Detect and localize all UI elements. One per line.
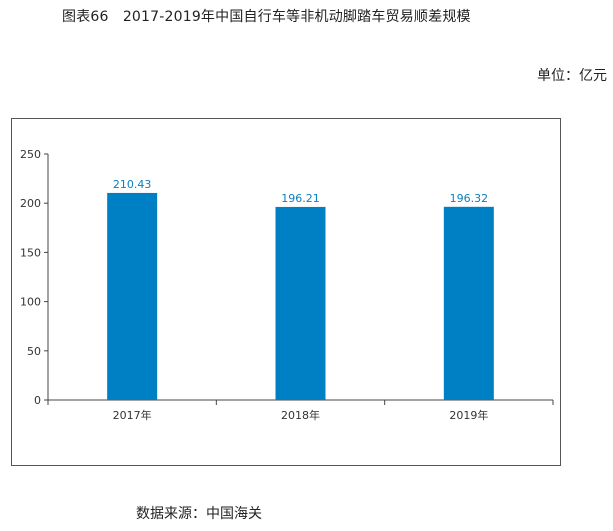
x-tick-label: 2018年 [281,408,320,422]
y-tick-label: 200 [20,197,41,210]
bar-chart: 0 50 100 150 200 250 210.43 2017年 196.21 2018年 196… [20,148,554,422]
data-label: 196.21 [281,192,320,205]
bar [443,206,494,400]
x-tick-label: 2019年 [449,408,488,422]
y-tick-label: 100 [20,296,41,309]
y-tick-label: 250 [20,148,41,161]
bar [107,192,158,400]
y-tick-label: 0 [34,394,41,407]
x-tick-label: 2017年 [113,408,152,422]
y-tick-label: 150 [20,246,41,259]
bar [275,206,326,400]
y-tick-label: 50 [27,345,41,358]
data-label: 210.43 [113,178,152,191]
chart-frame: 0 50 100 150 200 250 210.43 2017年 196.21 2018年 196… [11,118,561,466]
source-label: 数据来源：中国海关 [136,506,262,522]
chart-title: 图表66 2017-2019年中国自行车等非机动脚踏车贸易顺差规模 [62,9,471,25]
unit-label: 单位：亿元 [537,68,607,84]
data-label: 196.32 [450,192,489,205]
